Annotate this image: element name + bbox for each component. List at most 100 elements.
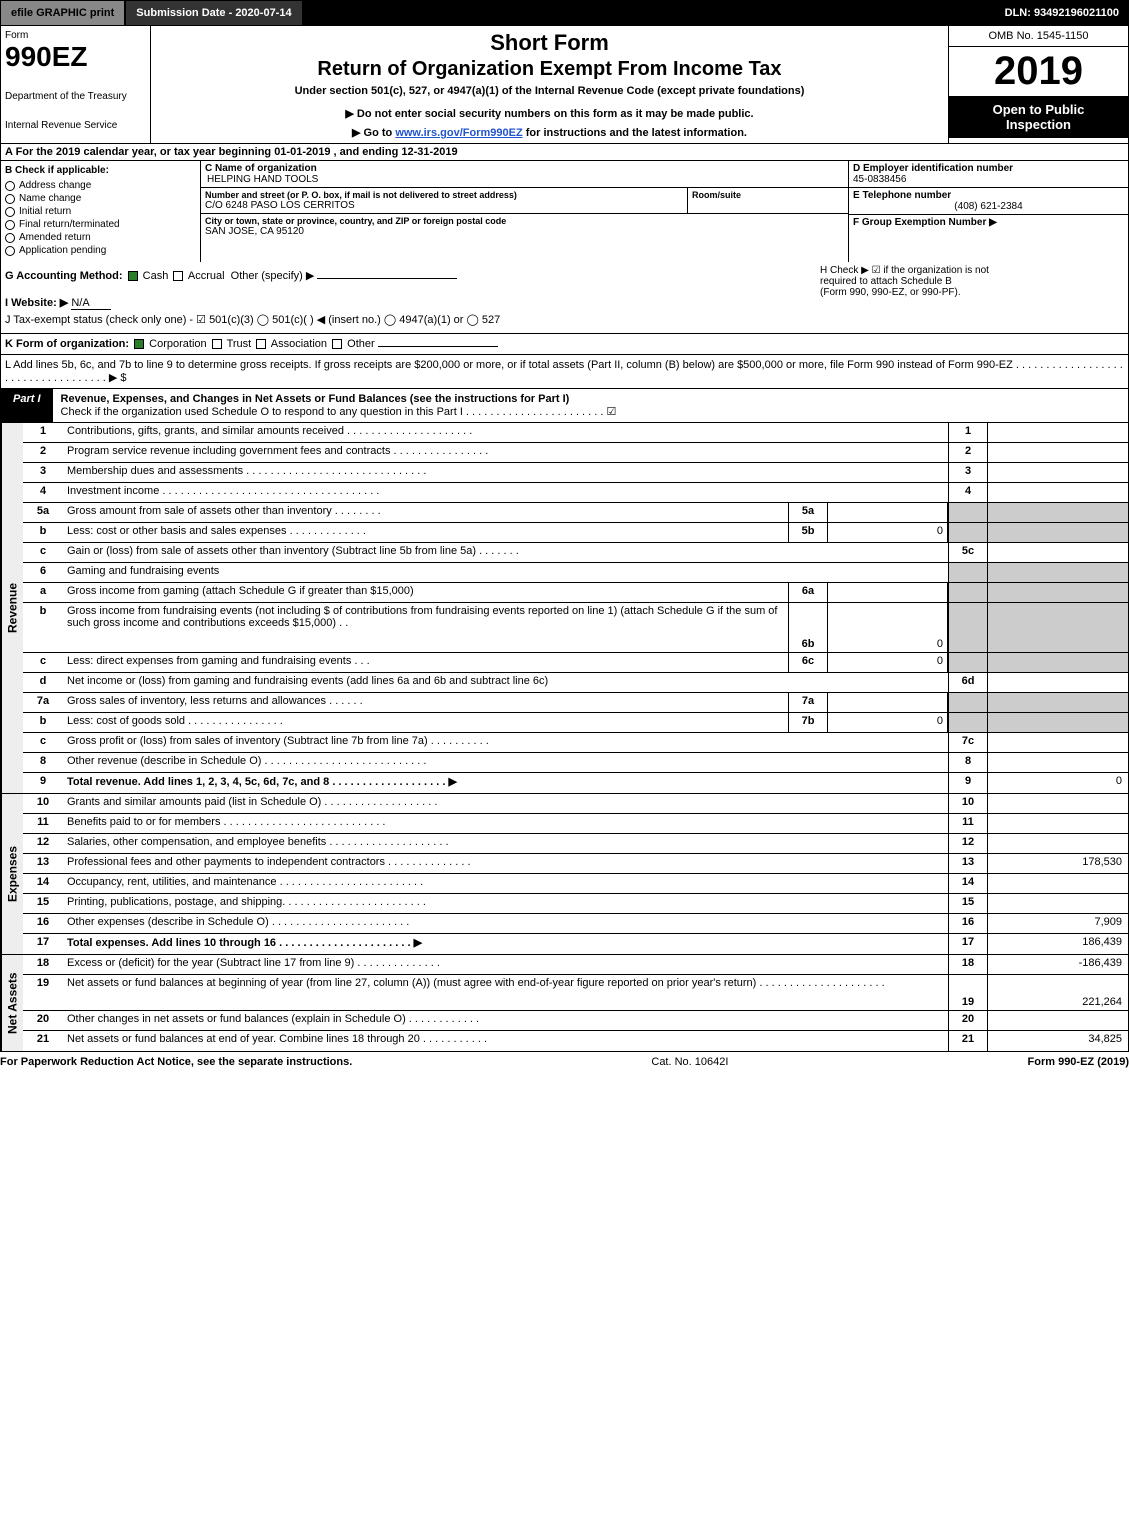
mn-7b: 7b xyxy=(788,713,828,732)
chk-other-org[interactable] xyxy=(332,339,342,349)
part-1-tag: Part I xyxy=(1,389,53,422)
mv-6b: 0 xyxy=(828,603,948,652)
header-right: OMB No. 1545-1150 2019 Open to Public In… xyxy=(948,26,1128,143)
inspect-line-2: Inspection xyxy=(953,117,1124,132)
row-l-gross-receipts: L Add lines 5b, 6c, and 7b to line 9 to … xyxy=(0,355,1129,389)
ln-6c: c xyxy=(23,653,63,672)
desc-15: Printing, publications, postage, and shi… xyxy=(63,894,948,913)
rn-15: 15 xyxy=(948,894,988,913)
k-assoc: Association xyxy=(271,338,327,350)
rn-1: 1 xyxy=(948,423,988,442)
chk-label-3: Final return/terminated xyxy=(19,219,120,230)
ln-4: 4 xyxy=(23,483,63,502)
efile-print-button[interactable]: efile GRAPHIC print xyxy=(0,0,125,26)
g-other: Other (specify) ▶ xyxy=(231,270,315,282)
chk-trust[interactable] xyxy=(212,339,222,349)
expenses-section: Expenses 10Grants and similar amounts pa… xyxy=(0,794,1129,955)
rn-2: 2 xyxy=(948,443,988,462)
chk-label-2: Initial return xyxy=(19,206,71,217)
inspect-line-1: Open to Public xyxy=(953,102,1124,117)
row-h-note: H Check ▶ ☑ if the organization is not r… xyxy=(820,265,1120,298)
mv-6c: 0 xyxy=(828,653,948,672)
form-title-2: Return of Organization Exempt From Incom… xyxy=(159,58,940,81)
desc-13: Professional fees and other payments to … xyxy=(63,854,948,873)
page-footer: For Paperwork Reduction Act Notice, see … xyxy=(0,1052,1129,1072)
mn-7a: 7a xyxy=(788,693,828,712)
line-4: 4Investment income . . . . . . . . . . .… xyxy=(23,483,1128,503)
omb-number: OMB No. 1545-1150 xyxy=(949,26,1128,47)
desc-7b: Less: cost of goods sold . . . . . . . .… xyxy=(63,713,788,732)
mv-5b: 0 xyxy=(828,523,948,542)
ln-5a: 5a xyxy=(23,503,63,522)
ein-label: D Employer identification number xyxy=(853,163,1124,174)
g-label: G Accounting Method: xyxy=(5,270,123,282)
desc-9: Total revenue. Add lines 1, 2, 3, 4, 5c,… xyxy=(63,773,948,793)
k-other: Other xyxy=(347,338,375,350)
revenue-section: Revenue 1Contributions, gifts, grants, a… xyxy=(0,423,1129,794)
chk-corporation[interactable] xyxy=(134,339,144,349)
i-value: N/A xyxy=(71,297,111,310)
rn-7b-shaded xyxy=(948,713,988,732)
line-6a: aGross income from gaming (attach Schedu… xyxy=(23,583,1128,603)
ein-value: 45-0838456 xyxy=(853,174,1124,185)
chk-association[interactable] xyxy=(256,339,266,349)
chk-final-return[interactable]: Final return/terminated xyxy=(5,219,196,230)
ln-7b: b xyxy=(23,713,63,732)
org-city-label: City or town, state or province, country… xyxy=(205,216,844,226)
revenue-rows: 1Contributions, gifts, grants, and simil… xyxy=(23,423,1128,793)
line-5a: 5aGross amount from sale of assets other… xyxy=(23,503,1128,523)
form-note-1: ▶ Do not enter social security numbers o… xyxy=(159,107,940,120)
form-subtitle: Under section 501(c), 527, or 4947(a)(1)… xyxy=(159,85,940,97)
desc-5c: Gain or (loss) from sale of assets other… xyxy=(63,543,948,562)
note2-suffix: for instructions and the latest informat… xyxy=(523,127,747,139)
ln-19: 19 xyxy=(23,975,63,1010)
submission-date-button[interactable]: Submission Date - 2020-07-14 xyxy=(125,0,302,26)
chk-initial-return[interactable]: Initial return xyxy=(5,206,196,217)
line-19: 19Net assets or fund balances at beginni… xyxy=(23,975,1128,1011)
dln-label: DLN: 93492196021100 xyxy=(995,0,1129,26)
ln-12: 12 xyxy=(23,834,63,853)
chk-application-pending[interactable]: Application pending xyxy=(5,245,196,256)
line-7b: bLess: cost of goods sold . . . . . . . … xyxy=(23,713,1128,733)
k-label: K Form of organization: xyxy=(5,338,129,350)
rv-15 xyxy=(988,894,1128,913)
ln-20: 20 xyxy=(23,1011,63,1030)
telephone-cell: E Telephone number (408) 621-2384 xyxy=(849,188,1128,215)
chk-name-change[interactable]: Name change xyxy=(5,193,196,204)
ln-8: 8 xyxy=(23,753,63,772)
checkbox-icon xyxy=(5,246,15,256)
rn-3: 3 xyxy=(948,463,988,482)
chk-accrual[interactable] xyxy=(173,271,183,281)
desc-11: Benefits paid to or for members . . . . … xyxy=(63,814,948,833)
ln-17: 17 xyxy=(23,934,63,954)
checkbox-icon xyxy=(5,220,15,230)
k-other-input[interactable] xyxy=(378,346,498,347)
line-7a: 7aGross sales of inventory, less returns… xyxy=(23,693,1128,713)
row-j-tax-status: J Tax-exempt status (check only one) - ☑… xyxy=(5,313,1124,326)
header-left: Form 990EZ Department of the Treasury In… xyxy=(1,26,151,143)
rv-1 xyxy=(988,423,1128,442)
rv-19: 221,264 xyxy=(988,975,1128,1010)
chk-cash[interactable] xyxy=(128,271,138,281)
net-assets-side-label: Net Assets xyxy=(1,955,23,1051)
line-7c: cGross profit or (loss) from sales of in… xyxy=(23,733,1128,753)
h-line-2: required to attach Schedule B xyxy=(820,276,1120,287)
chk-address-change[interactable]: Address change xyxy=(5,180,196,191)
irs-link[interactable]: www.irs.gov/Form990EZ xyxy=(395,127,522,139)
org-addr-label: Number and street (or P. O. box, if mail… xyxy=(205,190,683,200)
tel-value: (408) 621-2384 xyxy=(853,201,1124,212)
col-b-label: B Check if applicable: xyxy=(5,165,196,176)
room-label: Room/suite xyxy=(692,190,844,200)
checkbox-icon xyxy=(5,194,15,204)
ln-11: 11 xyxy=(23,814,63,833)
rn-6-shaded xyxy=(948,563,988,582)
org-addr-value: C/O 6248 PASO LOS CERRITOS xyxy=(205,200,683,211)
ein-cell: D Employer identification number 45-0838… xyxy=(849,161,1128,188)
block-b-c-d-e-f: B Check if applicable: Address change Na… xyxy=(0,161,1129,262)
org-name-label: C Name of organization xyxy=(205,163,844,174)
rv-7a-shaded xyxy=(988,693,1128,712)
g-other-input[interactable] xyxy=(317,278,457,279)
chk-amended-return[interactable]: Amended return xyxy=(5,232,196,243)
line-6d: dNet income or (loss) from gaming and fu… xyxy=(23,673,1128,693)
line-1: 1Contributions, gifts, grants, and simil… xyxy=(23,423,1128,443)
